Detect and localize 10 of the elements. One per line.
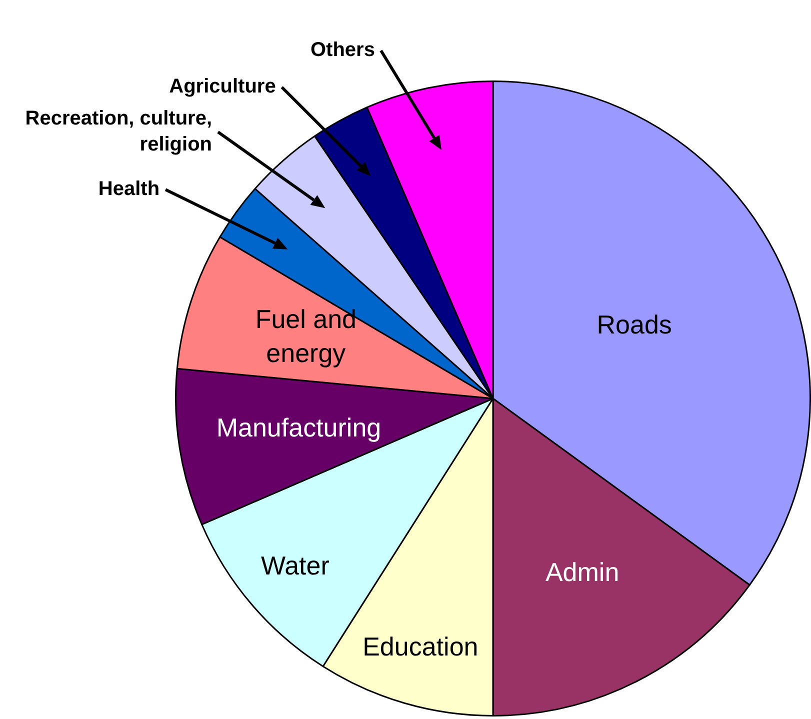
slice-label: Recreation, culture, religion <box>25 107 212 156</box>
slice-label: Health <box>98 178 160 200</box>
slice-label: Education <box>362 631 478 662</box>
slice-label: Roads <box>596 310 672 340</box>
slice-label: Water <box>260 550 330 581</box>
slice-label: Manufacturing <box>216 412 382 442</box>
slice-label: Fuel and energy <box>255 304 357 368</box>
slice-label: Admin <box>545 556 620 587</box>
slice-label: Others <box>310 39 375 62</box>
slice-label: Agriculture <box>169 76 276 98</box>
